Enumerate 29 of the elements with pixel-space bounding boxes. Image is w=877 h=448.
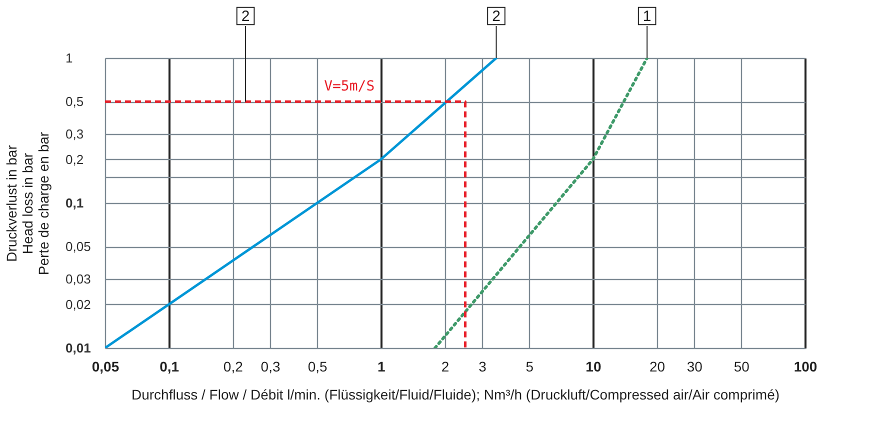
y-tick-label: 0,2 [66, 152, 84, 167]
x-tick-label: 30 [686, 358, 703, 374]
x-tick-label: 20 [649, 358, 666, 374]
annotation: 1 [642, 8, 652, 25]
y-tick-label: 0,3 [66, 126, 84, 142]
x-tick-label: 3 [478, 358, 487, 374]
y-tick-label: 0,02 [66, 296, 91, 312]
x-tick-label: 10 [586, 358, 602, 374]
x-tick-label: 0,3 [260, 358, 280, 374]
y-tick-label: 1 [66, 50, 73, 66]
x-tick-label: 0,05 [92, 358, 120, 374]
y-tick-label: 0,05 [66, 239, 91, 254]
x-axis-title: Durchfluss / Flow / Débit l/min. (Flüssigkeit/Fluid/Fluide); Nm³/h (Druckluft/Compressed air/Air comprimé) [131, 386, 780, 402]
x-tick-label: 50 [734, 358, 750, 374]
annotation: 2 [492, 8, 500, 25]
y-tick-label: 0,01 [66, 340, 91, 356]
x-tick-label: 0,1 [160, 358, 180, 374]
annotation: V=5m/S [324, 78, 375, 95]
x-tick-label: 1 [377, 358, 386, 374]
y-tick-label: 0,1 [66, 196, 84, 210]
x-tick-label: 100 [794, 358, 818, 374]
x-tick-label: 0,2 [223, 358, 244, 374]
y-tick-label: 0,03 [66, 271, 91, 286]
annotation: 2 [241, 8, 250, 25]
x-tick-label: 0,5 [308, 358, 328, 374]
y-axis-title: Druckverlust in bar Head loss in bar Perte de charge en bar [4, 132, 52, 276]
y-tick-label: 0,5 [66, 94, 84, 110]
x-tick-label: 2 [441, 358, 450, 374]
x-tick-label: 5 [526, 358, 534, 374]
